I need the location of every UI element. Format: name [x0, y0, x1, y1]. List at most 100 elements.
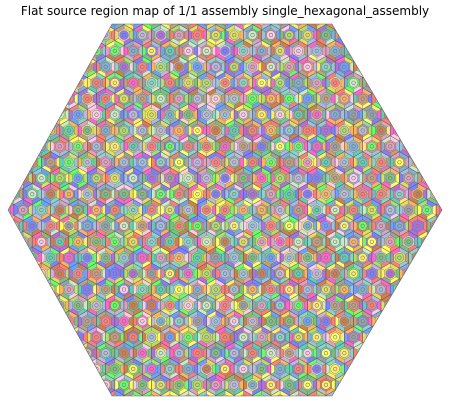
source-region	[445, 199, 450, 210]
pin-fuel-circle	[211, 221, 221, 231]
pin-inner-hexagon	[26, 60, 39, 74]
source-region	[31, 103, 42, 115]
source-region	[31, 124, 42, 137]
pin-inner-hexagon	[127, 24, 140, 26]
pin-fuel-circle	[55, 15, 64, 24]
source-region	[436, 9, 445, 20]
pin-fuel-circle	[165, 268, 175, 279]
pin-fuel-circle	[9, 62, 19, 72]
source-region	[32, 299, 42, 311]
pin-fuel-circle	[293, 237, 304, 247]
pin-fuel-circle	[394, 62, 405, 72]
source-region	[96, 24, 106, 25]
pin-fuel-circle	[385, 205, 395, 215]
source-region	[0, 173, 5, 184]
pin-inner-hexagon	[26, 28, 39, 42]
source-region	[426, 289, 437, 301]
source-region	[8, 167, 15, 179]
pin-fuel-circle	[431, 30, 441, 40]
source-region	[68, 24, 79, 31]
pin-fuel-circle	[367, 300, 377, 311]
source-region	[262, 9, 271, 20]
source-region	[32, 9, 41, 20]
pin-inner-hexagon	[393, 91, 406, 106]
pin-inner-hexagon	[164, 24, 176, 26]
source-region	[344, 34, 354, 46]
pin-centre-marker	[3, 113, 7, 117]
pin-fuel-circle	[9, 157, 19, 168]
source-region	[22, 310, 33, 322]
source-region	[77, 29, 88, 41]
pin-fuel-circle	[312, 15, 321, 24]
pin-fuel-circle	[100, 284, 111, 295]
source-region	[389, 98, 400, 110]
source-region	[362, 50, 373, 62]
source-region	[261, 24, 272, 25]
pin-fuel-circle	[376, 221, 386, 231]
source-region	[426, 283, 437, 296]
source-region	[271, 9, 280, 20]
pin-fuel-circle	[156, 30, 166, 40]
pin-centre-marker	[3, 208, 7, 212]
source-region	[0, 157, 5, 168]
pin-fuel-circle	[403, 237, 414, 247]
source-region	[399, 40, 409, 52]
pin-fuel-circle	[192, 189, 203, 199]
pin-fuel-circle	[229, 284, 239, 295]
pin-fuel-circle	[165, 78, 175, 88]
pin-centre-marker	[167, 80, 173, 85]
pin-fuel-circle	[275, 78, 285, 88]
source-region	[8, 40, 15, 52]
pin-centre-marker	[20, 239, 26, 244]
pin-fuel-circle	[330, 205, 340, 215]
source-region	[316, 24, 327, 25]
pin-centre-marker	[195, 64, 200, 69]
pin-fuel-circle	[45, 189, 56, 199]
pin-fuel-circle	[27, 253, 37, 263]
pin-fuel-circle	[165, 15, 174, 24]
source-region	[426, 162, 437, 174]
source-region	[32, 268, 42, 280]
source-region	[13, 278, 24, 290]
source-region	[22, 262, 33, 274]
pin-fuel-circle	[183, 268, 193, 279]
pin-inner-hexagon	[0, 29, 1, 42]
pin-cell-outline	[408, 278, 428, 301]
pin-fuel-circle	[137, 157, 148, 168]
source-region	[50, 71, 60, 84]
pin-centre-marker	[424, 144, 430, 149]
source-region	[59, 56, 70, 68]
pin-centre-marker	[314, 48, 319, 54]
pin-centre-marker	[131, 48, 136, 54]
pin-cell-outline	[399, 294, 418, 317]
pin-fuel-circle	[394, 253, 405, 263]
pin-centre-marker	[407, 17, 411, 21]
pin-fuel-circle	[8, 109, 10, 120]
source-region	[115, 9, 124, 20]
source-region	[445, 300, 450, 311]
source-region	[32, 119, 42, 131]
source-region	[0, 189, 5, 200]
pin-inner-hexagon	[0, 283, 1, 296]
source-region	[436, 268, 442, 280]
pin-centre-marker	[434, 64, 439, 69]
source-region	[8, 262, 15, 274]
source-region	[31, 114, 42, 126]
pin-inner-hexagon	[384, 24, 397, 26]
pin-centre-marker	[21, 17, 25, 21]
pin-inner-hexagon	[0, 188, 1, 201]
source-region	[417, 34, 428, 46]
pin-fuel-circle	[422, 237, 432, 247]
pin-fuel-circle	[385, 46, 395, 56]
source-region	[445, 115, 450, 126]
pin-cell-outline	[399, 24, 418, 31]
pin-fuel-circle	[266, 284, 276, 295]
pin-fuel-circle	[239, 15, 248, 24]
pin-centre-marker	[168, 17, 172, 21]
source-region	[41, 114, 51, 126]
source-region	[50, 61, 60, 73]
source-region	[41, 29, 51, 41]
source-region	[22, 66, 33, 78]
pin-fuel-circle	[183, 173, 193, 183]
